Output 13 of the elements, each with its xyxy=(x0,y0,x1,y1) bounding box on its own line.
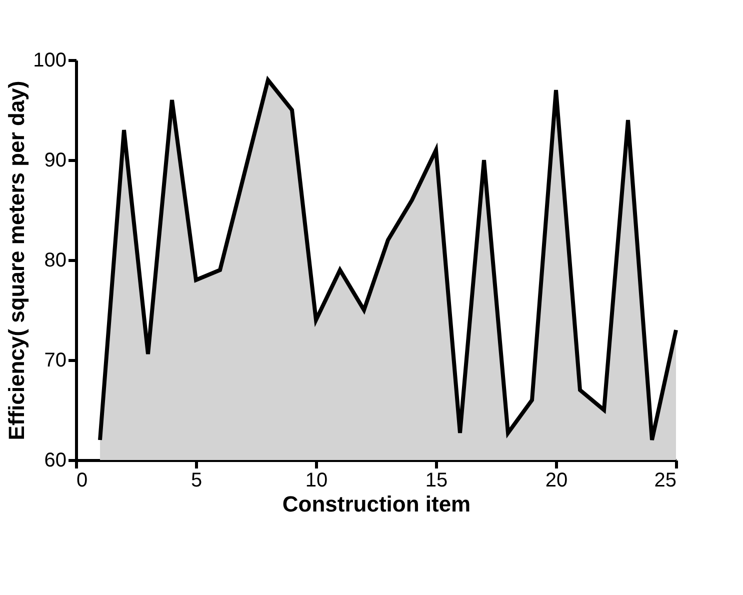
y-axis-title: Efficiency( square meters per day) xyxy=(4,80,30,440)
x-tick-label: 20 xyxy=(545,470,568,492)
y-tick-label: 90 xyxy=(44,150,66,172)
y-tick-label: 70 xyxy=(44,350,66,372)
x-tick-label: 10 xyxy=(305,470,328,492)
x-tick-label: 5 xyxy=(190,470,202,492)
x-tick-label: 0 xyxy=(76,470,88,492)
x-tick-label: 25 xyxy=(654,470,676,492)
y-tick-label: 80 xyxy=(44,250,66,272)
y-tick-label: 60 xyxy=(44,450,66,472)
x-tick-label: 15 xyxy=(425,470,448,492)
x-axis-title: Construction item xyxy=(282,492,471,516)
y-tick-label: 100 xyxy=(33,50,66,72)
